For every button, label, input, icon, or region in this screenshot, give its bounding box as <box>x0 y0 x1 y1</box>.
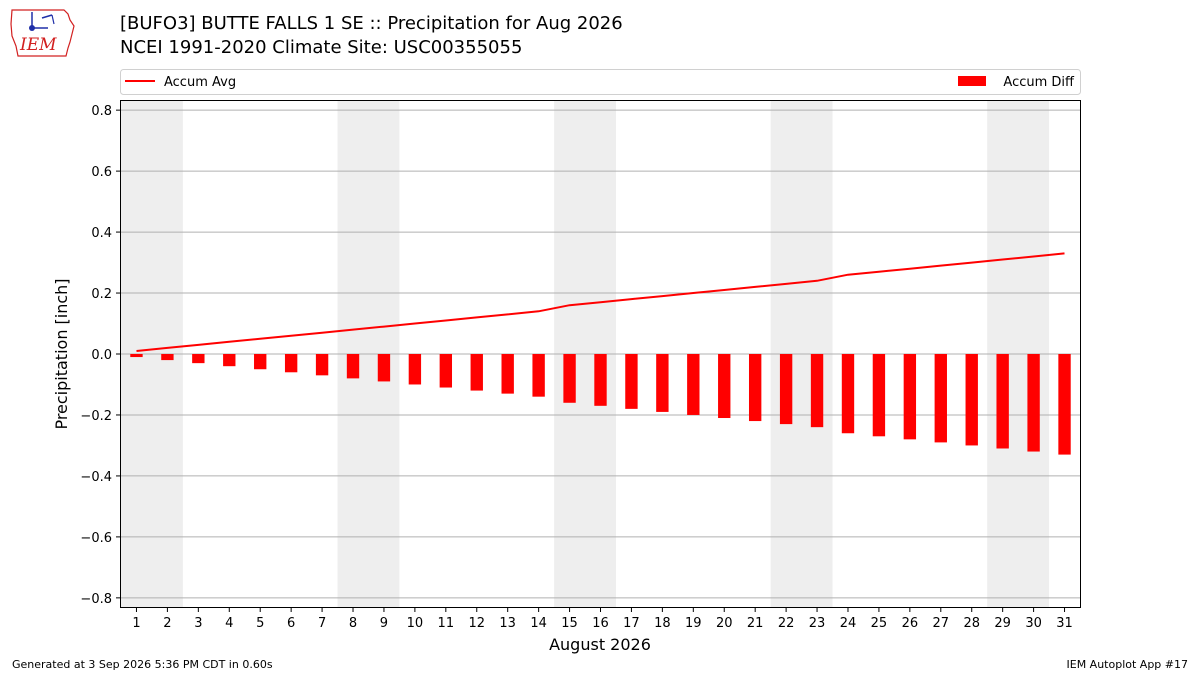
accum-avg-line-group <box>136 252 1065 352</box>
x-tick-label: 5 <box>256 616 264 631</box>
accum-diff-bar <box>687 354 700 415</box>
x-tick-label: 23 <box>809 616 826 631</box>
legend-label-accum-diff: Accum Diff <box>1003 75 1075 90</box>
accum-diff-bar <box>625 354 638 409</box>
station-hub <box>29 25 35 31</box>
x-axis-ticks: 1 2 3 4 5 6 7 8 9 10 11 12 13 14 15 16 17 18 19 20 21 22 23 24 2… <box>132 607 1073 631</box>
x-tick-label: 25 <box>871 616 888 631</box>
y-tick-label: 0.6 <box>91 165 112 180</box>
accum-diff-bar <box>934 354 947 443</box>
x-tick-label: 28 <box>963 616 980 631</box>
accum-diff-bar <box>996 354 1009 449</box>
accum-diff-bar <box>779 354 793 425</box>
x-tick-label: 14 <box>530 616 547 631</box>
x-tick-label: 3 <box>194 616 202 631</box>
state-outline <box>10 9 75 57</box>
x-tick-label: 4 <box>225 616 233 631</box>
accum-diff-bar <box>532 354 545 397</box>
x-tick-label: 6 <box>287 616 295 631</box>
x-tick-label: 9 <box>380 616 388 631</box>
x-tick-label: 27 <box>933 616 950 631</box>
accum-diff-bar <box>501 354 514 394</box>
y-tick-label: −0.6 <box>80 531 112 546</box>
chart-subtitle: NCEI 1991-2020 Climate Site: USC00355055 <box>120 37 523 58</box>
legend-bar-swatch <box>958 76 986 86</box>
accum-diff-bar <box>161 354 174 361</box>
accum-diff-bar <box>130 354 143 358</box>
y-tick-label: 0.4 <box>91 226 112 241</box>
x-tick-label: 18 <box>654 616 671 631</box>
app-credit: IEM Autoplot App #17 <box>1066 658 1189 671</box>
accum-diff-bar <box>656 354 669 412</box>
legend-label-accum-avg: Accum Avg <box>164 75 236 90</box>
accum-diff-bars <box>130 354 1071 455</box>
x-tick-label: 30 <box>1025 616 1042 631</box>
x-tick-label: 10 <box>407 616 424 631</box>
accum-diff-bar <box>470 354 483 391</box>
accum-diff-bar <box>192 354 205 364</box>
accum-diff-bar <box>346 354 360 379</box>
iem-logo: IEM <box>8 6 80 62</box>
accum-diff-bar <box>284 354 298 373</box>
accum-diff-bar <box>1058 354 1071 455</box>
x-tick-label: 20 <box>716 616 733 631</box>
x-tick-label: 16 <box>592 616 609 631</box>
accum-diff-bar <box>315 354 329 376</box>
x-tick-label: 19 <box>685 616 702 631</box>
accum-diff-bar <box>1027 354 1040 452</box>
wind-vane <box>41 14 53 19</box>
y-axis-label: Precipitation [inch] <box>52 278 71 429</box>
x-tick-label: 13 <box>499 616 516 631</box>
accum-diff-bar <box>903 354 917 440</box>
x-tick-label: 24 <box>840 616 857 631</box>
y-tick-label: −0.4 <box>80 470 112 485</box>
accum-diff-bar <box>377 354 391 382</box>
x-tick-label: 2 <box>163 616 171 631</box>
x-tick-label: 15 <box>561 616 578 631</box>
y-tick-label: −0.8 <box>80 592 112 607</box>
accum-diff-bar <box>223 354 236 367</box>
y-tick-label: −0.2 <box>80 409 112 424</box>
x-tick-label: 26 <box>902 616 919 631</box>
iem-logo-graphic: IEM <box>10 9 75 57</box>
x-tick-label: 11 <box>438 616 455 631</box>
accum-diff-bar <box>408 354 422 385</box>
generated-timestamp: Generated at 3 Sep 2026 5:36 PM CDT in 0… <box>12 658 273 671</box>
x-tick-label: 1 <box>132 616 140 631</box>
y-axis-ticks: 0.8 0.6 0.4 0.2 0.0 −0.2 −0.4 −0.6 −0.8 <box>80 104 121 607</box>
x-tick-label: 17 <box>623 616 640 631</box>
x-tick-label: 22 <box>778 616 795 631</box>
x-tick-label: 8 <box>349 616 357 631</box>
accum-diff-bar <box>594 354 607 406</box>
wind-vane-tail <box>51 14 55 25</box>
accum-diff-bar <box>439 354 453 388</box>
y-tick-label: 0.0 <box>91 348 112 363</box>
x-axis-label: August 2026 <box>549 635 651 654</box>
accum-diff-bar <box>563 354 576 403</box>
accum-avg-line <box>136 252 1065 352</box>
accum-diff-bar <box>841 354 855 434</box>
accum-diff-bar <box>718 354 731 419</box>
accum-diff-bar <box>254 354 267 370</box>
accum-diff-bar <box>748 354 762 422</box>
chart-title: [BUFO3] BUTTE FALLS 1 SE :: Precipitatio… <box>120 13 623 34</box>
x-tick-label: 31 <box>1056 616 1073 631</box>
x-tick-label: 12 <box>468 616 485 631</box>
legend-box <box>120 69 1081 95</box>
accum-diff-bar <box>965 354 978 446</box>
accum-diff-bar <box>810 354 824 428</box>
y-tick-label: 0.8 <box>91 104 112 119</box>
accum-diff-bar <box>872 354 886 437</box>
logo-text: IEM <box>19 35 57 55</box>
y-tick-label: 0.2 <box>91 287 112 302</box>
x-tick-label: 7 <box>318 616 326 631</box>
x-tick-label: 29 <box>994 616 1011 631</box>
x-tick-label: 21 <box>747 616 764 631</box>
